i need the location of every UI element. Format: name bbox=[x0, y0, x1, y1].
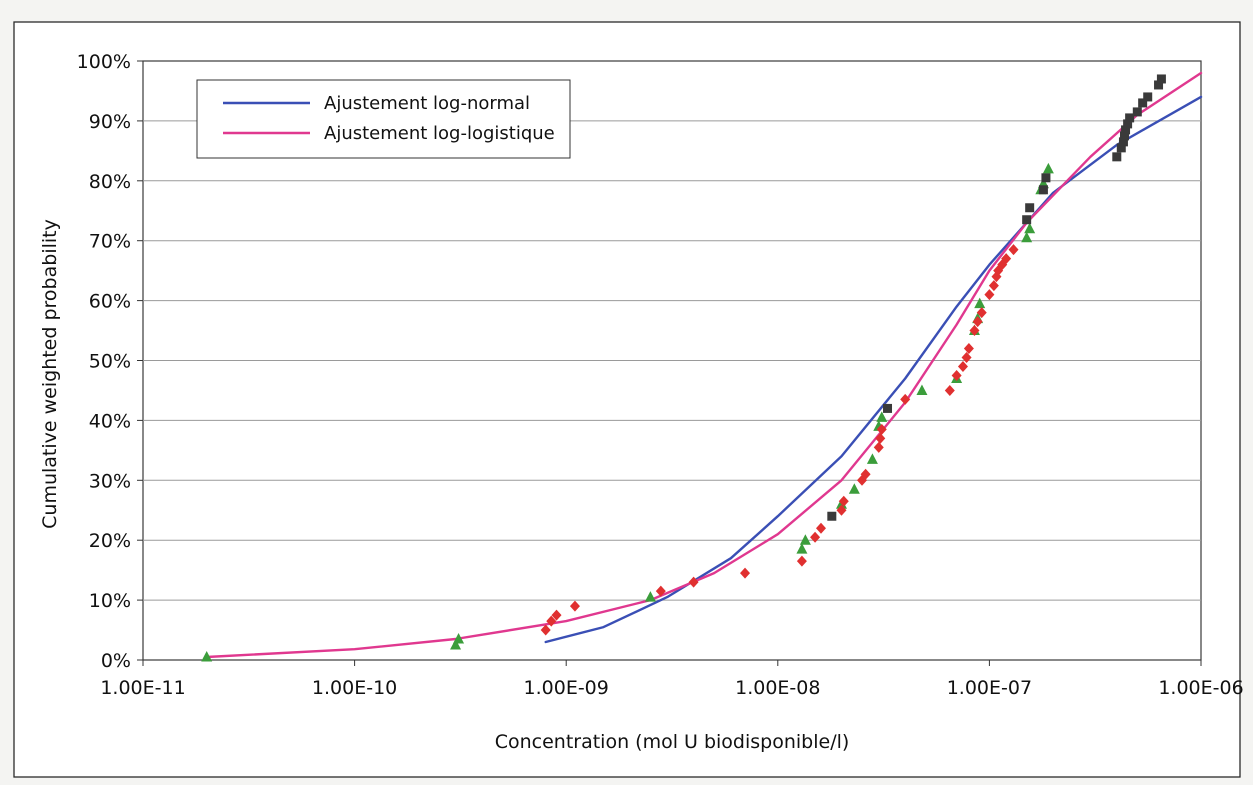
y-tick-label: 20% bbox=[89, 530, 131, 552]
y-tick-label: 50% bbox=[89, 351, 131, 373]
square-marker bbox=[1154, 80, 1164, 90]
diamond-marker bbox=[815, 522, 826, 534]
square-marker bbox=[1116, 143, 1126, 153]
diamond-marker bbox=[838, 495, 849, 507]
legend-box bbox=[196, 79, 571, 159]
triangle-marker bbox=[866, 453, 878, 464]
y-tick-label: 10% bbox=[89, 590, 131, 612]
diamond-marker bbox=[876, 423, 887, 435]
legend-label-log-normal: Ajustement log-normal bbox=[324, 93, 530, 114]
triangle-marker bbox=[1024, 222, 1036, 234]
triangle-marker bbox=[799, 534, 811, 545]
diamond-marker bbox=[688, 576, 699, 588]
diamond-marker bbox=[546, 615, 557, 627]
y-tick-label: 30% bbox=[89, 470, 131, 492]
diamond-marker bbox=[957, 360, 968, 372]
y-tick-label: 60% bbox=[89, 291, 131, 313]
square-marker bbox=[1125, 113, 1135, 123]
y-tick-label: 40% bbox=[89, 410, 131, 432]
triangle-marker bbox=[974, 297, 986, 309]
square-marker bbox=[1138, 98, 1148, 108]
legend-label-log-logistique: Ajustement log-logistique bbox=[324, 123, 555, 144]
fit-lines bbox=[205, 71, 1203, 659]
y-tick-label: 90% bbox=[89, 111, 131, 133]
triangle-marker bbox=[848, 483, 860, 494]
triangle-marker bbox=[1042, 162, 1054, 174]
series-line-ajustement-log-logistique bbox=[205, 71, 1203, 659]
square-marker bbox=[1041, 173, 1051, 183]
triangle-marker bbox=[644, 591, 656, 602]
x-tick-label: 1.00E-10 bbox=[312, 677, 397, 699]
diamond-marker bbox=[873, 441, 884, 453]
diamond-marker bbox=[810, 531, 821, 543]
legend: Ajustement log-normal Ajustement log-log… bbox=[196, 79, 571, 159]
y-tick-label: 100% bbox=[77, 51, 131, 73]
diamond-marker bbox=[984, 289, 995, 301]
square-marker bbox=[1123, 119, 1133, 129]
x-tick-label: 1.00E-07 bbox=[947, 677, 1032, 699]
diamond-marker bbox=[972, 316, 983, 328]
diamond-marker bbox=[875, 432, 886, 444]
square-marker bbox=[1025, 203, 1035, 213]
y-tick-label: 70% bbox=[89, 231, 131, 253]
diamond-marker bbox=[836, 504, 847, 516]
data-markers bbox=[201, 74, 1166, 662]
diamond-marker bbox=[944, 384, 955, 396]
diamond-marker bbox=[963, 343, 974, 355]
x-axis: 1.00E-11 1.00E-10 1.00E-09 1.00E-08 1.00E-07… bbox=[100, 660, 1244, 699]
y-axis: 0% 10% 20% 30% 40% 50% 60% 70% 80% 90% 100% bbox=[77, 51, 143, 672]
triangle-marker bbox=[453, 633, 465, 644]
triangle-marker bbox=[876, 411, 888, 422]
square-marker bbox=[827, 511, 837, 521]
diamond-marker bbox=[551, 609, 562, 621]
diamond-marker bbox=[988, 280, 999, 292]
y-axis-title: Cumulative weighted probability bbox=[39, 219, 61, 529]
square-marker bbox=[1120, 131, 1130, 141]
diamond-marker bbox=[961, 352, 972, 364]
triangle-marker bbox=[796, 543, 808, 554]
diamond-marker bbox=[796, 555, 807, 567]
diamond-marker bbox=[951, 369, 962, 381]
triangle-marker bbox=[201, 651, 213, 662]
diamond-marker bbox=[900, 393, 911, 405]
triangle-marker bbox=[1021, 231, 1033, 243]
diamond-marker bbox=[1001, 253, 1012, 265]
y-tick-label: 80% bbox=[89, 171, 131, 193]
square-marker bbox=[1156, 74, 1166, 84]
diamond-marker bbox=[976, 307, 987, 319]
x-tick-label: 1.00E-09 bbox=[524, 677, 609, 699]
diamond-marker bbox=[540, 624, 551, 636]
y-tick-label: 0% bbox=[101, 650, 131, 672]
gridlines bbox=[143, 120, 1201, 601]
square-marker bbox=[1022, 215, 1032, 225]
diamond-marker bbox=[569, 600, 580, 612]
square-marker bbox=[1038, 185, 1048, 195]
diamond-marker bbox=[860, 468, 871, 480]
diamond-marker bbox=[655, 585, 666, 597]
square-marker bbox=[1132, 107, 1142, 117]
diamond-marker bbox=[1008, 244, 1019, 256]
x-axis-title: Concentration (mol U biodisponible/l) bbox=[495, 731, 850, 753]
x-tick-label: 1.00E-08 bbox=[735, 677, 820, 699]
square-marker bbox=[883, 403, 893, 413]
square-marker bbox=[1118, 137, 1128, 147]
triangle-marker bbox=[450, 639, 462, 650]
diamond-marker bbox=[969, 325, 980, 337]
diamond-marker bbox=[740, 567, 751, 579]
triangle-marker bbox=[916, 384, 928, 395]
square-marker bbox=[1121, 125, 1131, 135]
square-marker bbox=[1112, 152, 1122, 162]
x-tick-label: 1.00E-06 bbox=[1158, 677, 1243, 699]
x-tick-label: 1.00E-11 bbox=[100, 677, 185, 699]
square-marker bbox=[1143, 92, 1153, 102]
